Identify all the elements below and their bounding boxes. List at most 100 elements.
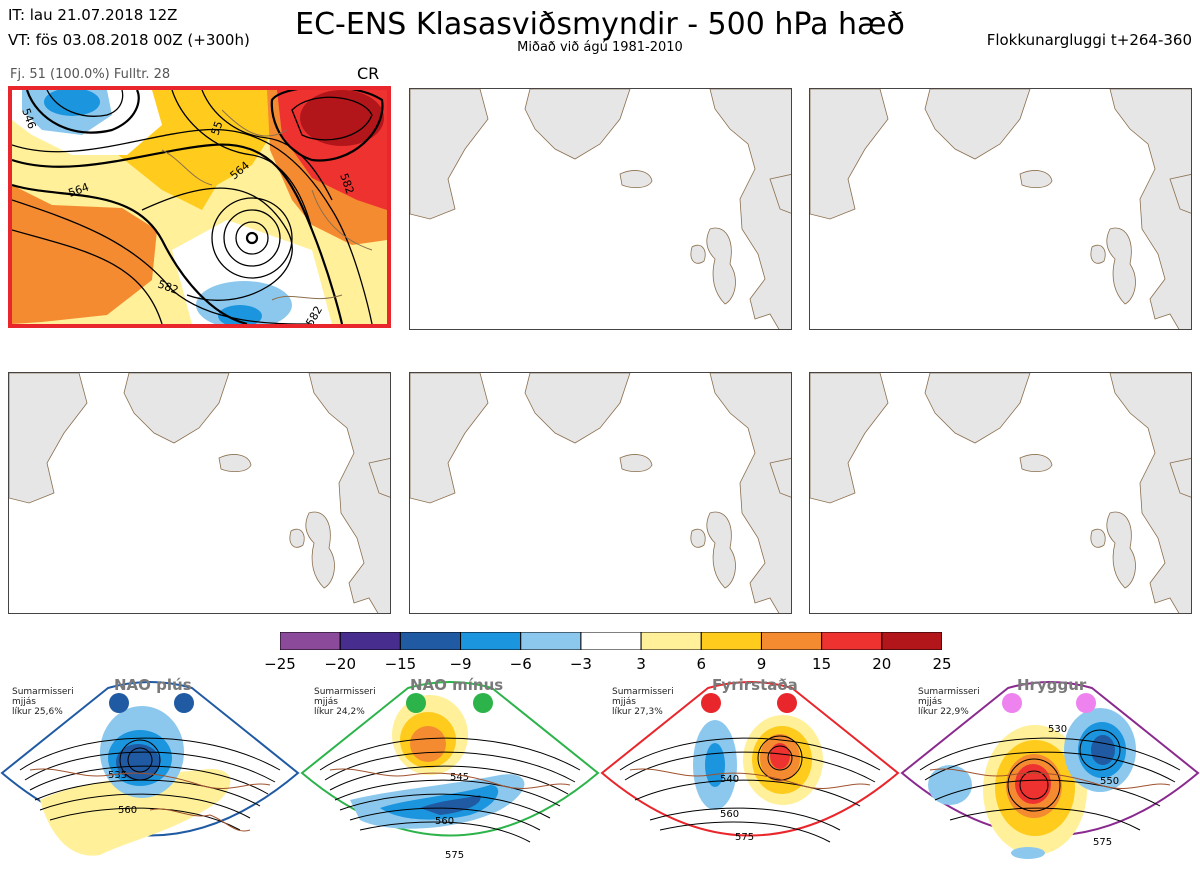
- regime-name: NAO mínus: [410, 676, 504, 694]
- landmass: [769, 458, 791, 498]
- panel-1-field: 546 564 564 582 582 582 55: [12, 90, 387, 324]
- regime-contour-label: 530: [1048, 724, 1067, 735]
- landmass: [524, 89, 631, 160]
- regime-info: Sumarmisseri mjjás líkur 27,3%: [612, 687, 674, 717]
- map-panel-4[interactable]: [8, 372, 391, 614]
- landmass: [410, 89, 489, 220]
- map-panel-6[interactable]: [809, 372, 1192, 614]
- panel-2-basemap: [410, 89, 791, 329]
- colorbar-tick-label: −6: [509, 655, 532, 673]
- regime-dot: [174, 693, 194, 713]
- landmass: [308, 373, 390, 613]
- regime-ridge-map: 530 550 575: [900, 681, 1200, 859]
- colorbar-tick-label: 15: [812, 655, 832, 673]
- colorbar-segment: [760, 632, 823, 650]
- landmass: [810, 89, 889, 220]
- regime-info: Sumarmisseri mjjás líkur 24,2%: [314, 687, 376, 717]
- regime-blocking[interactable]: 540 560 575 Fyrirstaða Sumarmisseri mjjás…: [600, 670, 900, 871]
- initial-time: IT: lau 21.07.2018 12Z: [8, 6, 178, 24]
- regime-contour-label: 545: [450, 772, 469, 783]
- colorbar-tick-label: 20: [872, 655, 892, 673]
- regime-dot: [777, 693, 797, 713]
- regime-dot: [1076, 693, 1096, 713]
- landmass: [289, 528, 305, 548]
- panel-6-basemap: [810, 373, 1191, 613]
- landmass: [1019, 454, 1053, 473]
- landmass: [123, 373, 230, 444]
- colorbar-tick-label: −25: [264, 655, 296, 673]
- valid-time: VT: fös 03.08.2018 00Z (+300h): [8, 31, 250, 49]
- landmass: [524, 373, 631, 444]
- landmass: [218, 454, 252, 473]
- landmass: [706, 511, 736, 589]
- landmass: [1109, 373, 1191, 613]
- map-panel-2[interactable]: [409, 88, 792, 330]
- map-panel-3[interactable]: [809, 88, 1192, 330]
- regime-dot: [1002, 693, 1022, 713]
- regime-name: NAO plús: [114, 676, 192, 694]
- panel-1-regime-code: CR: [357, 64, 380, 83]
- landmass: [368, 458, 390, 498]
- colorbar-tick-label: −20: [324, 655, 357, 673]
- landmass: [690, 528, 706, 548]
- regime-name: Hryggur: [1017, 676, 1087, 694]
- colorbar-tick-label: −9: [449, 655, 472, 673]
- regime-contour-label: 575: [735, 832, 754, 843]
- landmass: [1019, 170, 1053, 189]
- colorbar-tick-label: −15: [384, 655, 417, 673]
- page-title: EC-ENS Klasasviðsmyndir - 500 hPa hæð: [295, 7, 905, 42]
- regime-blocking-map: 540 560 575: [600, 681, 900, 843]
- colorbar-segment: [399, 632, 462, 650]
- landmass: [810, 373, 889, 504]
- colorbar: [280, 632, 942, 650]
- landmass: [9, 373, 88, 504]
- landmass: [924, 89, 1031, 160]
- regime-nao-minus-map: 545 560 575: [300, 681, 600, 861]
- regime-nao-minus[interactable]: 545 560 575 NAO mínus Sumarmisseri mjjás l…: [300, 670, 600, 871]
- panel-1-member-label: Fj. 51 (100.0%) Fulltr. 28: [10, 67, 171, 82]
- landmass: [1090, 528, 1106, 548]
- regime-contour-label: 560: [435, 816, 454, 827]
- landmass: [305, 511, 335, 589]
- regime-dot: [473, 693, 493, 713]
- landmass: [1106, 511, 1136, 589]
- landmass: [924, 373, 1031, 444]
- regime-contour-label: 560: [118, 805, 137, 816]
- colorbar-tick-label: 25: [932, 655, 952, 673]
- colorbar-tick-label: 9: [756, 655, 767, 673]
- landmass: [1090, 244, 1106, 264]
- landmass: [1109, 89, 1191, 329]
- colorbar-segment: [881, 632, 942, 650]
- colorbar-segment: [460, 632, 522, 650]
- colorbar-segment: [339, 632, 401, 650]
- regime-dot: [406, 693, 426, 713]
- map-panel-5[interactable]: [409, 372, 792, 614]
- landmass: [709, 373, 791, 613]
- landmass: [1169, 458, 1191, 498]
- colorbar-tick-label: −3: [569, 655, 592, 673]
- landmass: [706, 227, 736, 305]
- colorbar-segment: [700, 632, 762, 650]
- map-panel-1[interactable]: 546 564 564 582 582 582 55: [8, 86, 391, 328]
- panel-5-basemap: [410, 373, 791, 613]
- page-subtitle: Miðað við ágú 1981-2010: [517, 40, 683, 55]
- regime-contour-label: 575: [1093, 837, 1112, 848]
- regime-ridge[interactable]: 530 550 575 Hryggur Sumarmisseri mjjás lík…: [900, 670, 1200, 871]
- landmass: [410, 373, 489, 504]
- contour-label-7: 55: [209, 119, 226, 137]
- regime-contour-label: 535: [108, 770, 127, 781]
- landmass: [619, 170, 653, 189]
- colorbar-tick-label: 6: [696, 655, 707, 673]
- regime-dot: [701, 693, 721, 713]
- colorbar-segment: [640, 632, 702, 650]
- colorbar-tick-label: 3: [636, 655, 646, 673]
- regime-nao-plus[interactable]: 535 560 NAO plús Sumarmisseri mjjás líkur …: [0, 670, 300, 871]
- panel-3-basemap: [810, 89, 1191, 329]
- regime-info: Sumarmisseri mjjás líkur 25,6%: [12, 687, 74, 717]
- regime-info: Sumarmisseri mjjás líkur 22,9%: [918, 687, 980, 717]
- landmass: [619, 454, 653, 473]
- regime-contour-label: 575: [445, 850, 464, 861]
- colorbar-segment: [821, 632, 883, 650]
- regime-contour-label: 540: [720, 774, 739, 785]
- regime-dot: [109, 693, 129, 713]
